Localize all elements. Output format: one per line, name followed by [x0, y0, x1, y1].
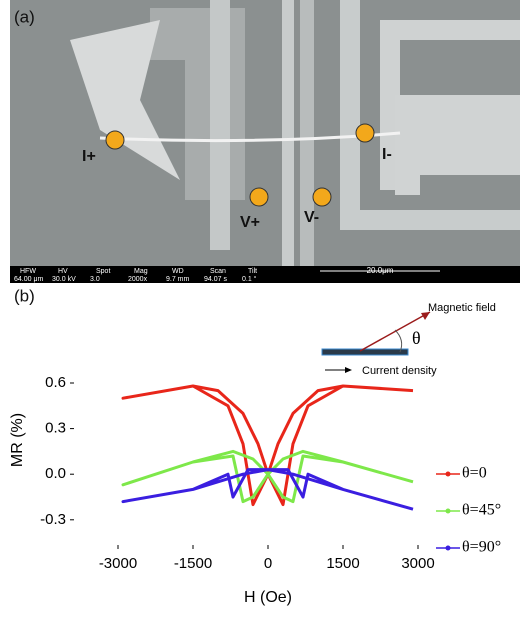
contact-label: I- [382, 146, 392, 163]
contact [105, 130, 125, 150]
x-tick-label: -1500 [174, 555, 212, 572]
annotation: Current density [362, 365, 437, 377]
legend-marker [445, 471, 451, 477]
inset-bar [321, 348, 409, 356]
inset-angle [394, 329, 403, 353]
info-bar [10, 266, 520, 283]
scale-bar-label: 20.0μm [367, 266, 394, 275]
annotation: Magnetic field [428, 302, 496, 314]
panel-label: (a) [14, 7, 35, 26]
x-tick-label: 1500 [326, 555, 359, 572]
info-header: Spot [96, 268, 110, 275]
y-tick-label: 0.3 [45, 420, 66, 437]
legend-label: θ=90° [462, 539, 501, 556]
panel-label: (b) [14, 286, 35, 305]
info-header: Scan [210, 268, 226, 275]
x-tick-label: 3000 [401, 555, 434, 572]
inset-arrowhead [345, 367, 352, 373]
series-line [121, 384, 414, 507]
pad [340, 0, 520, 230]
x-axis-label: H (Oe) [244, 589, 292, 606]
legend-marker [445, 508, 451, 514]
series-line [121, 449, 414, 504]
contact [312, 187, 332, 207]
info-header: HV [58, 268, 68, 275]
series-line [121, 468, 414, 511]
pad [380, 20, 520, 190]
y-axis-label: MR (%) [9, 413, 26, 467]
chart: (b) H (Oe) MR (%) Magnetic field θ Curre… [9, 286, 501, 606]
info-header: Mag [134, 268, 148, 275]
inset-arrow [359, 311, 431, 352]
contact-label: V- [304, 209, 319, 226]
pad [395, 95, 520, 195]
track [210, 0, 230, 250]
x-tick-label: -3000 [99, 555, 137, 572]
track [300, 0, 314, 266]
inset-arrowhead [421, 312, 430, 320]
info-value: 94.07 s [204, 276, 227, 283]
annotation: θ [412, 328, 421, 348]
y-tick-label: -0.3 [40, 511, 66, 528]
contact [249, 187, 269, 207]
info-value: 30.0 kV [52, 276, 76, 283]
legend-label: θ=45° [462, 502, 501, 519]
legend-label: θ=0 [462, 465, 487, 482]
info-header: WD [172, 268, 184, 275]
contact-label: V+ [240, 214, 260, 231]
info-value: 3.0 [90, 276, 100, 283]
x-tick-label: 0 [264, 555, 272, 572]
info-value: 64.00 μm [14, 276, 43, 283]
contact-label: I+ [82, 148, 96, 165]
info-value: 0.1 ° [242, 275, 257, 283]
legend-marker [445, 545, 451, 551]
y-tick-label: 0.0 [45, 465, 66, 482]
info-header: Tilt [248, 268, 257, 275]
track [282, 0, 294, 266]
info-value: 2000x [128, 276, 148, 283]
contact [355, 123, 375, 143]
info-value: 9.7 mm [166, 276, 190, 283]
y-tick-label: 0.6 [45, 374, 66, 391]
info-header: HFW [20, 268, 36, 275]
